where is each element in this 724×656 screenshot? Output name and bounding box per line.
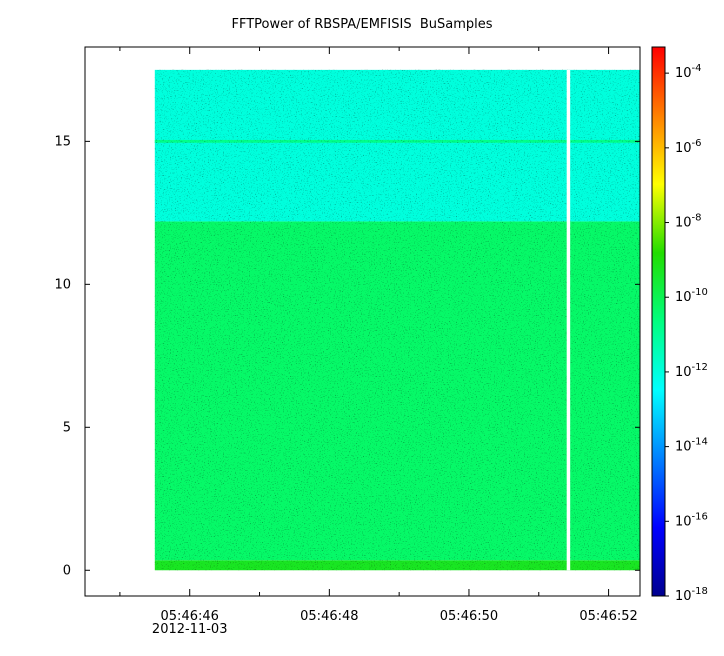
y-tick-label: 10: [54, 277, 71, 292]
colorbar-tick-label: 10-18: [675, 586, 708, 604]
y-tick-label: 5: [63, 420, 71, 435]
y-tick-label: 0: [63, 563, 71, 578]
colorbar-tick-label: 10-4: [675, 63, 702, 81]
chart-title: FFTPower of RBSPA/EMFISIS BuSamples: [231, 17, 493, 32]
y-tick-label: 15: [54, 134, 71, 149]
colorbar-tick-label: 10-16: [675, 511, 708, 529]
colorbar-tick-label: 10-10: [675, 287, 708, 305]
plot-frame: [84, 46, 641, 597]
spectrogram-texture: [154, 69, 640, 571]
x-tick-label: 05:46:46: [161, 609, 219, 624]
colorbar-tick-label: 10-14: [675, 437, 708, 455]
x-tick-label: 05:46:48: [300, 609, 358, 624]
data-gap: [566, 69, 571, 571]
colorbar-tick-label: 10-8: [675, 213, 702, 231]
colorbar-tick-label: 10-6: [675, 138, 702, 156]
colorbar: [651, 46, 666, 597]
x-tick-label: 05:46:52: [579, 609, 637, 624]
colorbar-tick-label: 10-12: [675, 362, 708, 380]
x-tick-date-label: 2012-11-03: [152, 622, 228, 637]
x-tick-label: 05:46:50: [440, 609, 498, 624]
